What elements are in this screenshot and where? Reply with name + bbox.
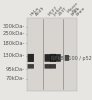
Text: MCF7: MCF7	[48, 5, 59, 17]
FancyBboxPatch shape	[45, 54, 51, 62]
Text: 95kDa-: 95kDa-	[6, 66, 25, 72]
Bar	[27, 18, 77, 91]
FancyBboxPatch shape	[55, 54, 61, 62]
Text: 250kDa-: 250kDa-	[2, 31, 25, 36]
Text: A549: A549	[35, 6, 46, 17]
FancyBboxPatch shape	[65, 55, 69, 61]
FancyBboxPatch shape	[28, 54, 34, 62]
FancyBboxPatch shape	[50, 64, 56, 69]
Text: HeLa: HeLa	[30, 6, 41, 17]
FancyBboxPatch shape	[45, 64, 51, 69]
Text: 130kDa-: 130kDa-	[3, 53, 25, 58]
Text: Mouse
Brain: Mouse Brain	[67, 1, 83, 17]
Text: 293T: 293T	[58, 6, 68, 17]
FancyBboxPatch shape	[50, 54, 56, 62]
Text: 180kDa-: 180kDa-	[2, 41, 25, 46]
Text: NFkB p100 / p52: NFkB p100 / p52	[51, 56, 92, 61]
Text: Rat
Brain: Rat Brain	[72, 3, 86, 17]
Text: Jurkat: Jurkat	[53, 5, 64, 17]
Text: 70kDa-: 70kDa-	[6, 76, 25, 81]
Text: 300kDa-: 300kDa-	[3, 24, 25, 29]
FancyBboxPatch shape	[28, 64, 34, 69]
